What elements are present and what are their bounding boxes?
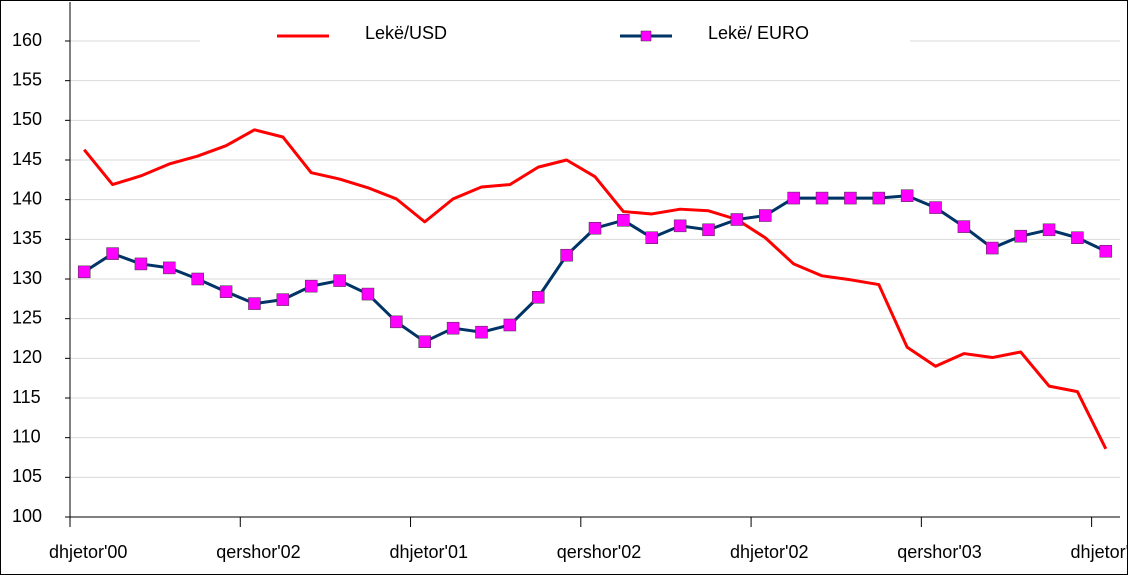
x-tick-label: dhjetor'00 bbox=[49, 542, 128, 562]
marker bbox=[929, 201, 942, 214]
x-tick-label: dhjetor'03 bbox=[1071, 542, 1128, 562]
marker bbox=[986, 241, 999, 255]
marker bbox=[163, 261, 176, 275]
y-tick-label: 120 bbox=[12, 347, 42, 367]
marker bbox=[1099, 244, 1113, 258]
marker bbox=[390, 315, 403, 329]
marker bbox=[333, 274, 346, 287]
y-tick-label: 160 bbox=[12, 30, 42, 50]
marker bbox=[815, 191, 829, 205]
marker bbox=[617, 214, 630, 227]
marker bbox=[759, 209, 772, 222]
y-tick-label: 110 bbox=[12, 426, 41, 446]
marker bbox=[673, 219, 687, 233]
marker bbox=[503, 318, 517, 332]
y-tick-label: 130 bbox=[12, 268, 42, 288]
x-tick-label: qershor'02 bbox=[557, 542, 642, 562]
marker bbox=[531, 290, 545, 304]
marker bbox=[248, 297, 261, 310]
marker bbox=[191, 272, 204, 286]
marker bbox=[957, 220, 971, 233]
series-line bbox=[83, 128, 1108, 450]
marker bbox=[134, 257, 148, 271]
marker bbox=[730, 213, 744, 226]
marker bbox=[276, 293, 290, 306]
x-tick-label: dhjetor'02 bbox=[730, 542, 809, 562]
y-tick-label: 125 bbox=[12, 307, 42, 327]
marker bbox=[560, 248, 573, 262]
x-tick-label: qershor'02 bbox=[216, 542, 301, 562]
y-tick-label: 145 bbox=[12, 149, 42, 169]
x-tick-label: dhjetor'01 bbox=[389, 542, 468, 562]
marker bbox=[1042, 223, 1056, 237]
marker bbox=[219, 285, 233, 298]
y-tick-label: 105 bbox=[12, 466, 42, 486]
marker bbox=[77, 265, 91, 279]
legend-box bbox=[200, 14, 910, 54]
marker bbox=[588, 221, 602, 235]
marker bbox=[418, 335, 431, 348]
legend-label: Lekë/ EURO bbox=[708, 23, 809, 43]
y-tick-label: 150 bbox=[12, 109, 42, 129]
y-tick-label: 155 bbox=[12, 69, 42, 89]
marker bbox=[844, 191, 857, 205]
marker bbox=[475, 325, 488, 339]
y-tick-label: 135 bbox=[12, 228, 42, 248]
marker bbox=[702, 223, 715, 237]
y-tick-label: 140 bbox=[12, 188, 42, 208]
x-tick-label: qershor'03 bbox=[897, 542, 982, 562]
marker bbox=[1071, 231, 1084, 244]
y-tick-label: 115 bbox=[12, 387, 41, 407]
marker bbox=[1014, 229, 1027, 243]
legend-marker bbox=[640, 30, 652, 42]
marker bbox=[787, 191, 800, 205]
marker bbox=[872, 191, 886, 205]
marker bbox=[645, 231, 659, 244]
marker bbox=[304, 279, 318, 293]
marker bbox=[361, 287, 375, 301]
marker bbox=[446, 321, 460, 335]
marker bbox=[900, 189, 914, 202]
y-tick-label: 100 bbox=[12, 506, 42, 526]
marker bbox=[106, 247, 119, 260]
legend-label: Lekë/USD bbox=[365, 23, 447, 43]
